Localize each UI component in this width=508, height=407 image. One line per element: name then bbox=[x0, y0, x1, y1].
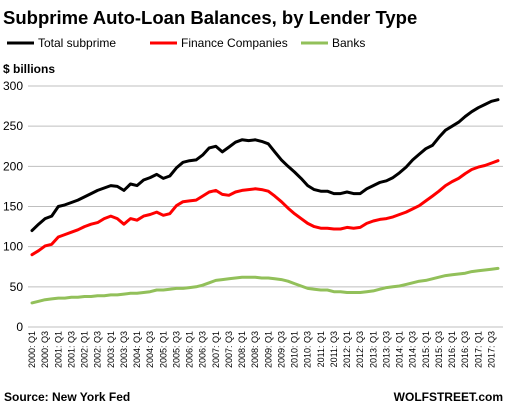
x-tick-label: 2008: Q3 bbox=[250, 331, 260, 368]
x-tick-label: 2015: Q3 bbox=[434, 331, 444, 368]
x-tick-label: 2000: Q1 bbox=[27, 331, 37, 368]
x-tick-label: 2010: Q1 bbox=[290, 331, 300, 368]
x-tick-label: 2004: Q3 bbox=[145, 331, 155, 368]
y-tick-labels: 0 50 100 150 200 250 300 bbox=[3, 79, 23, 334]
y-tick-label: 300 bbox=[3, 79, 23, 93]
x-tick-label: 2004: Q1 bbox=[132, 331, 142, 368]
x-tick-label: 2001: Q3 bbox=[66, 331, 76, 368]
x-tick-label: 2007: Q3 bbox=[224, 331, 234, 368]
x-tick-label: 2001: Q1 bbox=[53, 331, 63, 368]
x-tick-label: 2013: Q1 bbox=[368, 331, 378, 368]
x-tick-label: 2012: Q1 bbox=[342, 331, 352, 368]
legend-label-banks: Banks bbox=[332, 36, 365, 50]
x-tick-label: 2003: Q3 bbox=[119, 331, 129, 368]
gridlines bbox=[28, 85, 503, 328]
x-tick-label: 2009: Q3 bbox=[276, 331, 286, 368]
x-tick-label: 2013: Q3 bbox=[381, 331, 391, 368]
watermark: WOLFSTREET.com bbox=[394, 390, 503, 404]
x-tick-label: 2009: Q1 bbox=[263, 331, 273, 368]
x-tick-label: 2017: Q3 bbox=[486, 331, 496, 368]
series-line-banks bbox=[30, 266, 500, 305]
x-tick-label: 2007: Q1 bbox=[211, 331, 221, 368]
x-tick-label: 2015: Q1 bbox=[421, 331, 431, 368]
y-tick-label: 150 bbox=[3, 200, 23, 214]
y-tick-label: 200 bbox=[3, 159, 23, 173]
x-tick-label: 2008: Q1 bbox=[237, 331, 247, 368]
y-tick-label: 50 bbox=[10, 280, 24, 294]
x-tick-label: 2002: Q3 bbox=[93, 331, 103, 368]
series-line-total-subprime bbox=[30, 98, 500, 233]
x-tick-label: 2010: Q3 bbox=[303, 331, 313, 368]
x-tick-label: 2002: Q1 bbox=[80, 331, 90, 368]
x-tick-labels: 2000: Q1 2000: Q3 2001: Q1 2001: Q3 2002: Q1… bbox=[27, 331, 496, 368]
y-tick-label: 250 bbox=[3, 119, 23, 133]
x-tick-label: 2006: Q3 bbox=[198, 331, 208, 368]
x-tick-label: 2003: Q1 bbox=[106, 331, 116, 368]
legend-label-total-subprime: Total subprime bbox=[38, 36, 116, 50]
x-tick-label: 2006: Q1 bbox=[185, 331, 195, 368]
x-tick-label: 2012: Q3 bbox=[355, 331, 365, 368]
x-tick-label: 2011: Q1 bbox=[316, 331, 326, 367]
legend: Total subprime Finance Companies Banks bbox=[7, 36, 365, 50]
y-tick-label: 0 bbox=[16, 320, 23, 334]
series-lines bbox=[30, 98, 500, 305]
y-tick-label: 100 bbox=[3, 240, 23, 254]
x-tick-label: 2011: Q3 bbox=[329, 331, 339, 367]
x-tick-label: 2017: Q1 bbox=[473, 331, 483, 368]
x-tick-label: 2014: Q1 bbox=[395, 331, 405, 368]
x-tick-label: 2005: Q1 bbox=[158, 331, 168, 368]
series-line-finance-companies bbox=[30, 159, 500, 257]
x-tick-label: 2016: Q1 bbox=[447, 331, 457, 368]
chart-title: Subprime Auto-Loan Balances, by Lender T… bbox=[3, 7, 417, 28]
y-axis-label: $ billions bbox=[3, 62, 55, 76]
x-tick-label: 2014: Q3 bbox=[408, 331, 418, 368]
source-note: Source: New York Fed bbox=[4, 390, 130, 404]
x-tick-label: 2000: Q3 bbox=[40, 331, 50, 368]
x-tick-label: 2016: Q3 bbox=[460, 331, 470, 368]
legend-label-finance-companies: Finance Companies bbox=[181, 36, 288, 50]
x-tick-label: 2005: Q3 bbox=[171, 331, 181, 368]
